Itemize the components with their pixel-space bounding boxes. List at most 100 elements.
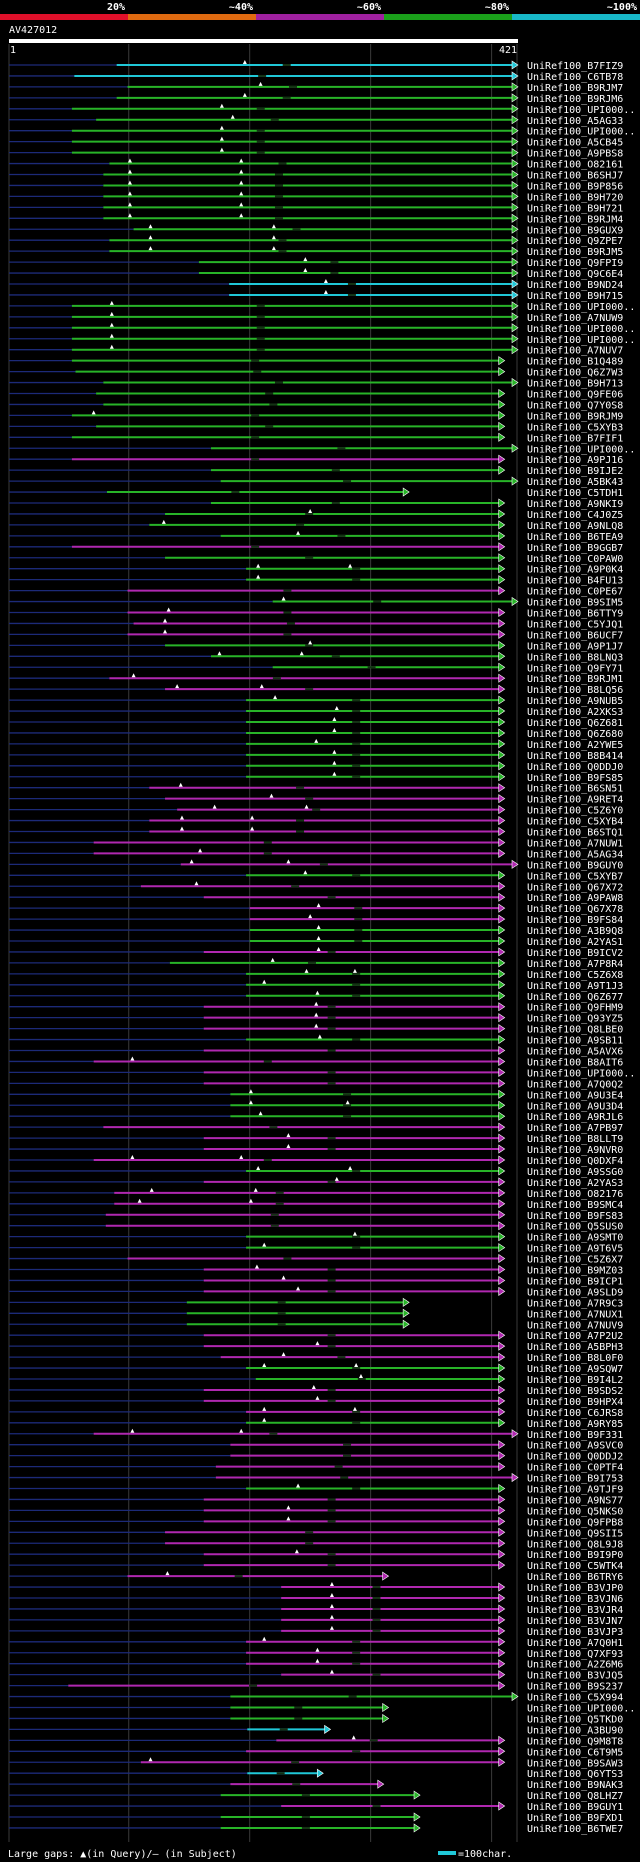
query-gap-marker xyxy=(254,1264,259,1269)
hit-arrow xyxy=(511,476,519,486)
hit-row: UniRef100_C6T9M5 xyxy=(9,1746,623,1758)
hit-label: UniRef100_B9I753 xyxy=(527,1474,623,1485)
hit-label: UniRef100_B9ICP1 xyxy=(527,1276,623,1287)
hit-row: UniRef100_A9P0K4 xyxy=(9,563,623,576)
query-gap-marker xyxy=(323,279,328,283)
hit-label: UniRef100_Q6Z7W3 xyxy=(527,368,623,379)
hit-label: UniRef100_C6T9M5 xyxy=(527,1747,623,1758)
hit-row: UniRef100_A9P1J7 xyxy=(9,640,623,652)
hit-label: UniRef100_O82161 xyxy=(527,160,623,171)
query-gap-marker xyxy=(262,1417,267,1422)
hit-arrow xyxy=(498,1494,506,1505)
hit-label: UniRef100_A9NUB5 xyxy=(527,696,623,707)
hit-label: UniRef100_A7NUW9 xyxy=(527,313,623,324)
hit-label: UniRef100_B6STQ1 xyxy=(527,828,623,839)
query-gap-marker xyxy=(281,1275,286,1280)
hit-label: UniRef100_A9SVC0 xyxy=(527,1441,623,1452)
hit-arrow xyxy=(498,1604,506,1614)
hit-row: UniRef100_A7P2U2 xyxy=(9,1330,623,1342)
hit-label: UniRef100_Q67X78 xyxy=(527,904,623,915)
hit-row: UniRef100_B8LLT9 xyxy=(9,1133,623,1145)
query-gap-marker xyxy=(109,300,114,305)
query-gap-marker xyxy=(286,1505,291,1510)
query-gap-marker xyxy=(175,684,180,689)
hit-row: UniRef100_B9S237 xyxy=(9,1681,623,1693)
hit-arrow xyxy=(498,826,506,837)
identity-color-legend: 20% ~40% ~60% ~80% ~100% xyxy=(0,2,640,20)
hit-arrow xyxy=(498,1002,506,1012)
hit-arrow xyxy=(498,750,506,760)
hit-row: UniRef100_A5AVX6 xyxy=(9,1045,623,1058)
hit-arrow xyxy=(511,191,519,201)
hit-arrow xyxy=(511,224,519,234)
hit-arrow xyxy=(498,805,506,815)
hit-row: UniRef100_A5AG34 xyxy=(9,848,623,860)
hit-row: UniRef100_C5YJQ1 xyxy=(9,618,623,630)
query-gap-marker xyxy=(308,640,313,645)
query-gap-marker xyxy=(239,202,244,207)
hit-label: UniRef100_A9T6V5 xyxy=(527,1244,623,1255)
query-gap-marker xyxy=(345,1100,350,1105)
hit-row: UniRef100_UPI000.. xyxy=(9,300,635,313)
hit-row: UniRef100_B7FIF1 xyxy=(9,432,623,444)
hit-row: UniRef100_O82161 xyxy=(9,158,623,171)
hit-row: UniRef100_B9P856 xyxy=(9,180,623,192)
hit-row: UniRef100_B9SIM5 xyxy=(9,596,623,609)
hit-row: UniRef100_Q7Y0S8 xyxy=(9,399,623,411)
hit-label: UniRef100_A2XKS3 xyxy=(527,707,623,718)
hit-arrow xyxy=(498,1177,506,1187)
hit-arrow xyxy=(498,1648,506,1658)
hit-row: UniRef100_B9RJM6 xyxy=(9,92,623,105)
query-gap-marker xyxy=(149,1187,154,1192)
hit-label: UniRef100_A9PJ16 xyxy=(527,455,623,466)
query-gap-marker xyxy=(178,782,183,787)
legend-label-4: ~80% xyxy=(485,2,509,13)
hit-label: UniRef100_Q9FY71 xyxy=(527,663,623,674)
hit-arrow xyxy=(498,1385,506,1395)
hit-row: UniRef100_B3VJQ5 xyxy=(9,1669,623,1682)
hit-row: UniRef100_B9GUX9 xyxy=(9,224,623,236)
hit-row: UniRef100_A3BU90 xyxy=(9,1724,623,1736)
hit-row: UniRef100_C5XYB3 xyxy=(9,421,623,433)
hit-label: UniRef100_C5X994 xyxy=(527,1693,623,1704)
hit-row: UniRef100_C5WTK4 xyxy=(9,1560,623,1572)
hit-row: UniRef100_B9F331 xyxy=(9,1428,623,1441)
query-gap-marker xyxy=(317,1034,322,1039)
hit-arrow xyxy=(498,553,506,563)
hit-arrow xyxy=(498,1166,506,1176)
hit-arrow xyxy=(382,1571,390,1581)
hit-arrow xyxy=(498,870,506,880)
hit-row: UniRef100_A9RJL6 xyxy=(9,1111,623,1123)
hit-arrow xyxy=(498,980,506,990)
query-gap-marker xyxy=(127,169,132,174)
hit-label: UniRef100_A9SSG0 xyxy=(527,1167,623,1178)
hit-arrow xyxy=(498,1210,506,1220)
hit-arrow xyxy=(498,1264,506,1275)
hit-row: UniRef100_A7NUX1 xyxy=(9,1308,623,1320)
hit-row: UniRef100_A5BPH3 xyxy=(9,1341,623,1353)
query-gap-marker xyxy=(299,651,304,656)
hit-row: UniRef100_A9NKI9 xyxy=(9,498,623,510)
hit-row: UniRef100_C4J0Z5 xyxy=(9,508,623,521)
hit-label: UniRef100_B9H713 xyxy=(527,379,623,390)
hit-label: UniRef100_A3B9Q8 xyxy=(527,926,623,937)
hit-label: UniRef100_A5CB45 xyxy=(527,138,623,149)
hit-row: UniRef100_Q8LBE0 xyxy=(9,1023,623,1036)
hit-label: UniRef100_UPI000.. xyxy=(527,127,635,138)
query-gap-marker xyxy=(163,629,168,634)
hit-arrow xyxy=(498,1560,506,1570)
hit-label: UniRef100_B9FS84 xyxy=(527,915,623,926)
hit-row: UniRef100_B9H713 xyxy=(9,377,623,390)
hit-arrow xyxy=(498,848,506,858)
hit-row: UniRef100_A2YAS3 xyxy=(9,1176,623,1189)
hit-row: UniRef100_A9RET4 xyxy=(9,793,623,806)
hit-row: UniRef100_B3VJR4 xyxy=(9,1603,623,1616)
hit-row: UniRef100_C6TB78 xyxy=(9,71,623,83)
hit-row: UniRef100_UPI000.. xyxy=(9,1702,635,1715)
hit-label: UniRef100_Q9FE06 xyxy=(527,390,623,401)
hit-row: UniRef100_B9I9P0 xyxy=(9,1549,623,1561)
hit-row: UniRef100_Q9ZPE7 xyxy=(9,235,623,247)
query-gap-marker xyxy=(332,749,337,754)
query-gap-marker xyxy=(165,1571,170,1576)
hit-row: UniRef100_UPI000.. xyxy=(9,125,635,138)
